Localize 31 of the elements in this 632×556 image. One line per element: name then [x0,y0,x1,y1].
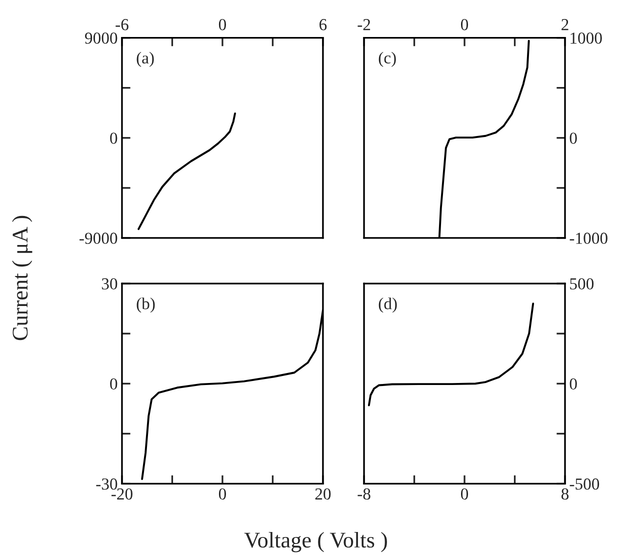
annotation: (a) [136,52,154,67]
y-tick-label: 0 [570,378,577,390]
x-tick-label: 6 [320,19,327,30]
x-tick-label: 8 [561,488,569,500]
y-tick-label: 0 [110,378,118,390]
annotation: (b) [136,298,155,313]
y-tick-label: 500 [570,278,594,290]
y-axis-title: Current ( μA ) [12,216,32,340]
x-tick-label: 0 [218,19,226,30]
line-series [138,112,236,230]
annotation: (d) [378,298,397,313]
y-tick-label: 9000 [85,32,118,44]
x-tick-label: 2 [562,19,568,30]
y-tick-label: 30 [102,278,118,290]
y-tick-label: -500 [570,478,600,490]
annotation: (c) [378,52,396,67]
x-tick-label: 0 [460,488,468,500]
x-tick-label: 0 [218,488,226,500]
y-tick-label: -30 [96,478,118,490]
x-tick-label: -2 [358,19,370,30]
y-tick-label: -1000 [570,232,608,244]
y-tick-label: 1000 [570,32,602,44]
x-tick-label: -20 [111,488,132,500]
y-tick-label: -9000 [80,232,118,244]
y-tick-label: 0 [570,132,577,144]
x-tick-label: 20 [315,488,331,500]
x-tick-label: 0 [460,19,468,30]
x-axis-title: Voltage ( Volts ) [244,532,387,552]
y-tick-label: 0 [110,132,118,144]
x-tick-label: -6 [116,19,128,30]
x-tick-label: -8 [358,488,370,500]
